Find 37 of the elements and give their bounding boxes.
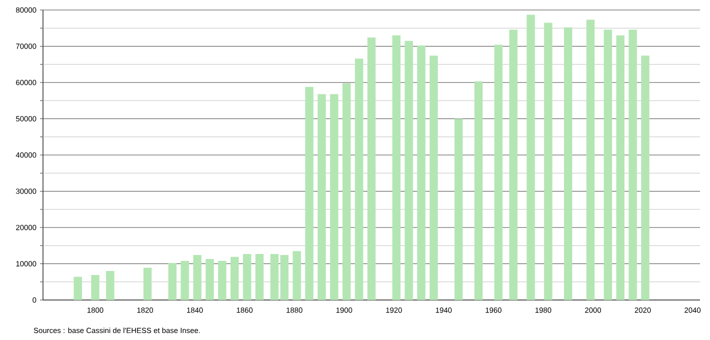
bar [494,44,503,300]
bar [330,94,338,300]
bar [270,254,279,300]
bar [586,20,595,300]
bar [392,35,400,300]
bar [354,58,364,300]
bar [206,259,214,300]
bar [616,35,624,300]
bar [168,263,177,300]
bar [604,30,612,300]
bar [230,256,239,300]
bar [628,30,637,300]
bar [280,255,289,300]
bar [641,56,650,300]
bar [106,271,114,300]
bar [454,118,463,300]
bar [430,56,438,300]
bar [305,86,314,300]
bar [74,276,82,300]
bar [255,254,264,300]
bar [143,268,152,300]
bar [526,14,535,300]
bar [91,274,100,300]
bar [218,260,226,300]
bar [318,94,326,300]
bar [193,255,202,300]
bar [417,46,426,300]
bar [367,38,376,300]
bar [180,260,189,300]
bar [292,251,301,300]
bar [474,81,483,300]
bar [242,254,252,300]
bar [342,83,351,300]
bar [564,27,572,300]
bar [509,30,518,300]
bar [544,22,552,300]
bar [404,40,413,300]
